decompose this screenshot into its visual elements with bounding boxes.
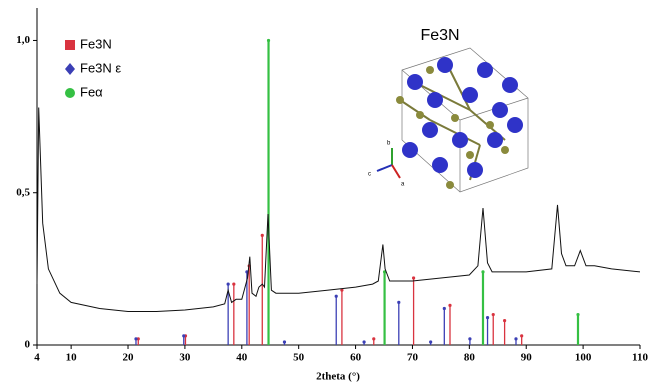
x-tick-label: 10: [66, 352, 78, 364]
crystal-structure: [377, 48, 528, 192]
stick-cap: [468, 337, 471, 340]
stick-cap: [514, 337, 517, 340]
legend-label: Feα: [80, 84, 103, 99]
stick-cap: [576, 313, 579, 316]
y-tick-label: 0: [25, 339, 31, 351]
stick-cap: [429, 340, 432, 343]
y-tick-label: 1,0: [16, 34, 30, 46]
x-tick-label: 30: [179, 352, 191, 364]
stick-cap: [283, 340, 286, 343]
page: {"chart_data": { "type": "line", "xlabel…: [0, 0, 650, 387]
stick-cap: [503, 319, 506, 322]
inset-axis-label: c: [368, 172, 371, 178]
legend-label: Fe3N: [80, 36, 112, 51]
stick-cap: [261, 234, 264, 237]
legend-marker: [65, 40, 75, 50]
x-tick-label: 100: [575, 352, 592, 364]
stick-cap: [227, 282, 230, 285]
stick-cap: [520, 334, 523, 337]
stick-cap: [486, 316, 489, 319]
stick-cap: [362, 340, 365, 343]
inset-title: Fe3N: [420, 27, 459, 44]
stick-cap: [372, 337, 375, 340]
y-tick-label: 0,5: [16, 186, 30, 198]
x-tick-label: 70: [407, 352, 419, 364]
stick-cap: [448, 304, 451, 307]
x-tick-label: 90: [521, 352, 533, 364]
chart: Fe3N b c a 2theta (°) 4 10 20 30 40 50 60 70 80 9…: [0, 0, 650, 387]
stick-cap: [232, 282, 235, 285]
x-tick-label: 80: [464, 352, 476, 364]
stick-cap: [443, 307, 446, 310]
x-tick-label: 110: [632, 352, 648, 364]
stick-cap: [397, 301, 400, 304]
x-tick-label: 60: [350, 352, 362, 364]
legend-marker: [65, 88, 75, 98]
stick-cap: [335, 295, 338, 298]
measured-pattern: [37, 108, 640, 312]
x-tick-label: 4: [34, 352, 40, 364]
x-tick-label: 20: [123, 352, 135, 364]
x-tick-label: 50: [293, 352, 305, 364]
stick-cap: [182, 334, 185, 337]
inset-axis-label: a: [401, 182, 405, 188]
stick-cap: [267, 39, 270, 42]
x-axis-title: 2theta (°): [316, 371, 360, 383]
legend-label: Fe3N ε: [80, 60, 121, 75]
stick-cap: [492, 313, 495, 316]
inset-axis-label: b: [387, 141, 391, 147]
stick-cap: [481, 270, 484, 273]
stick-cap: [134, 337, 137, 340]
legend-marker: [65, 63, 75, 75]
x-tick-label: 40: [236, 352, 248, 364]
stick-cap: [412, 276, 415, 279]
